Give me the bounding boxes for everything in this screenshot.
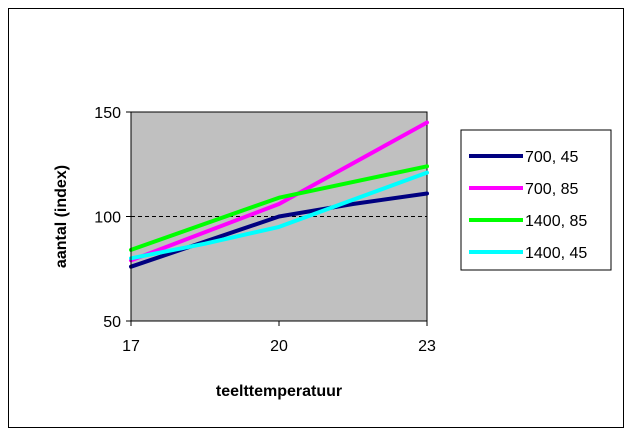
series-line-0 (129, 191, 429, 269)
x-tick-label-1: 20 (270, 338, 288, 355)
y-ticks: 50 100 150 (94, 105, 131, 331)
legend-label-2: 1400, 85 (525, 213, 587, 230)
x-tick-label-0: 17 (122, 338, 140, 355)
legend: 700, 45 700, 85 1400, 85 1400, 45 (460, 129, 612, 271)
series-line-1 (129, 120, 429, 263)
legend-box (460, 129, 612, 271)
x-axis-label: teelttemperatuur (216, 383, 342, 400)
x-ticks: 17 20 23 (122, 321, 436, 355)
y-axis-label: aantal (index) (53, 165, 70, 268)
legend-label-3: 1400, 45 (525, 245, 587, 262)
y-tick-label-2: 150 (94, 105, 121, 122)
series-line-3 (129, 170, 429, 261)
legend-label-0: 700, 45 (525, 149, 578, 166)
x-tick-label-2: 23 (418, 338, 436, 355)
series-line-2 (129, 164, 429, 252)
legend-label-1: 700, 85 (525, 181, 578, 198)
y-tick-label-1: 100 (94, 210, 121, 227)
y-tick-label-0: 50 (103, 314, 121, 331)
series-layer (129, 120, 429, 269)
